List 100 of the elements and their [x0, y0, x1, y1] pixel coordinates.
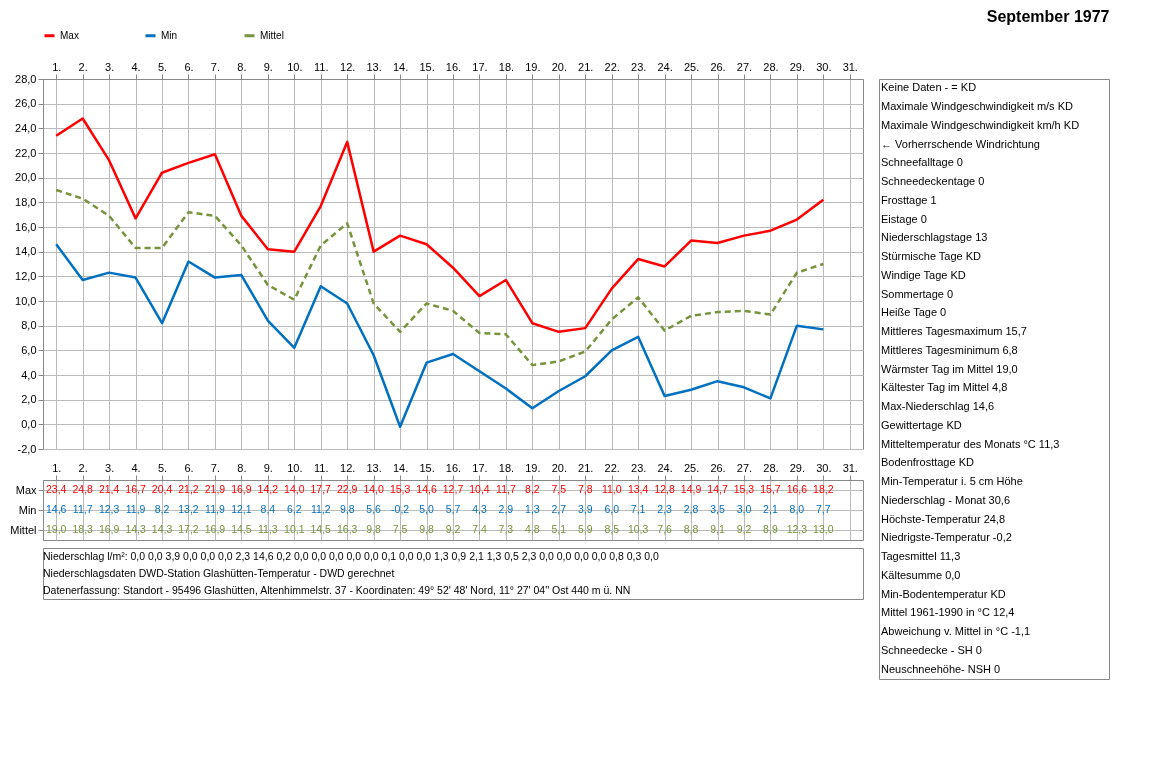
text: Mittleres Tagesminimum 6,8 [881, 343, 1018, 356]
data-label: 21,9 [204, 483, 226, 495]
y-tick-label: 10,0 [15, 294, 37, 307]
data-label: 3,0 [736, 503, 752, 515]
data-label: 10,3 [627, 523, 649, 535]
x-tick-label: 11. [314, 60, 329, 73]
data-label: 9,2 [445, 523, 461, 535]
x-tick-label: 24. [657, 60, 673, 73]
y-tick-label: 28,0 [15, 72, 37, 85]
data-label: 15,3 [389, 483, 411, 495]
data-label: 4,8 [525, 523, 540, 535]
text: Niedrigste-Temperatur -0,2 [881, 531, 1012, 544]
category-label: 2. [78, 461, 88, 474]
x-tick-label: 12. [340, 60, 356, 73]
x-tick-label: 19. [525, 60, 541, 73]
y-tick-label: 14,0 [15, 245, 37, 258]
data-label: 8,0 [789, 503, 805, 515]
legend-label: Mittel [260, 29, 284, 41]
data-label: 21,4 [98, 483, 120, 495]
data-label: 9,8 [419, 523, 434, 535]
category-label: 10. [287, 461, 303, 474]
x-tick-label: 28. [763, 60, 779, 73]
x-tick-label: 31. [842, 60, 858, 73]
category-label: 28. [763, 461, 779, 474]
y-tick-label: 0,0 [21, 417, 37, 430]
x-tick-label: 20. [551, 60, 567, 73]
data-label: 8,4 [260, 503, 276, 515]
text: Niederschlag - Monat 30,6 [881, 493, 1011, 506]
x-tick-label: 21. [578, 60, 594, 73]
data-label: 9,8 [339, 503, 355, 515]
category-label: 5. [157, 461, 168, 474]
x-tick-label: 23. [631, 60, 647, 73]
x-tick-label: 22. [604, 60, 620, 73]
x-tick-label: 29. [789, 60, 806, 73]
data-label: 21,2 [178, 483, 199, 495]
category-label: 26. [710, 461, 726, 474]
data-label: 8,2 [154, 503, 170, 515]
data-label: 9,8 [366, 523, 382, 535]
data-label: 8,5 [604, 523, 620, 535]
data-label: 22,9 [336, 483, 358, 495]
data-label: 14,3 [125, 523, 146, 535]
category-label: 22. [604, 461, 620, 474]
data-label: 8,8 [683, 523, 699, 535]
data-label: 11,2 [310, 503, 331, 515]
text: Niederschlagstage 13 [881, 231, 988, 244]
text: Datenerfassung: Standort - 95496 Glashütten, Altenhimmelstr. 37 - Koordinaten: 49° 52' 48' Nord, 11° 27' 04'' Ost 440 m ü. NN [43, 583, 631, 596]
y-tick-label: 4,0 [21, 368, 37, 381]
data-label: 1,3 [525, 503, 540, 515]
legend-label: Max [60, 29, 79, 41]
data-label: 9,1 [710, 523, 725, 535]
data-label: 6,2 [286, 503, 302, 515]
x-tick-label: 10. [287, 60, 303, 73]
data-label: 14,0 [284, 483, 305, 495]
data-label: 11,7 [72, 503, 93, 515]
text: Tagesmittel 11,3 [881, 550, 961, 563]
text: September 1977 [986, 8, 1110, 25]
data-label: 7,3 [498, 523, 514, 535]
text: Maximale Windgeschwindigkeit km/h KD [881, 118, 1080, 131]
data-label: 12,1 [231, 503, 252, 515]
category-label: 17. [472, 461, 488, 474]
x-tick-label: 5. [157, 60, 168, 73]
line-series [54, 188, 825, 367]
x-tick-label: 14. [392, 60, 409, 73]
data-label: 2,3 [657, 503, 673, 515]
data-label: 7,8 [577, 483, 593, 495]
data-label: 12,3 [98, 503, 120, 515]
x-tick-label: 18. [498, 60, 515, 73]
data-label: 23,4 [46, 483, 67, 495]
data-label: 16,3 [336, 523, 358, 535]
data-label: 14,3 [151, 523, 173, 535]
data-label: 12,8 [654, 483, 675, 495]
data-label: 16,9 [231, 483, 252, 495]
text: Sommertage 0 [881, 287, 954, 300]
data-label: 10,1 [284, 523, 305, 535]
y-tick-label: 2,0 [21, 393, 37, 406]
text: Kältester Tag im Mittel 4,8 [881, 381, 1008, 394]
data-label: 12,3 [786, 523, 808, 535]
text: Min [18, 503, 37, 516]
y-tick-label: 16,0 [15, 220, 37, 233]
text: Keine Daten - = KD [881, 81, 977, 94]
x-tick-label: 30. [816, 60, 832, 73]
x-tick-label: 6. [184, 60, 194, 73]
text: Stürmische Tage KD [881, 250, 982, 263]
text: Max [15, 483, 37, 496]
category-label: 14. [392, 461, 409, 474]
y-tick-label: 12,0 [15, 269, 37, 282]
text: Min-Bodentemperatur KD [881, 587, 1006, 600]
data-label: 16,9 [204, 523, 226, 535]
text: Max-Niederschlag 14,6 [881, 400, 995, 413]
data-label: -0,2 [391, 503, 410, 515]
text: Niederschlagsdaten DWD-Station Glashütten-Temperatur - DWD gerechnet [43, 566, 395, 579]
data-label: 9,2 [736, 523, 752, 535]
text: Höchste-Temperatur 24,8 [881, 512, 1006, 525]
x-tick-label: 1. [52, 60, 62, 73]
category-label: 25. [683, 461, 700, 474]
data-label: 7,6 [657, 523, 673, 535]
data-label: 3,5 [710, 503, 725, 515]
category-label: 9. [263, 461, 273, 474]
text: Gewittertage KD [881, 418, 962, 431]
text: Mittleres Tagesmaximum 15,7 [881, 325, 1027, 338]
